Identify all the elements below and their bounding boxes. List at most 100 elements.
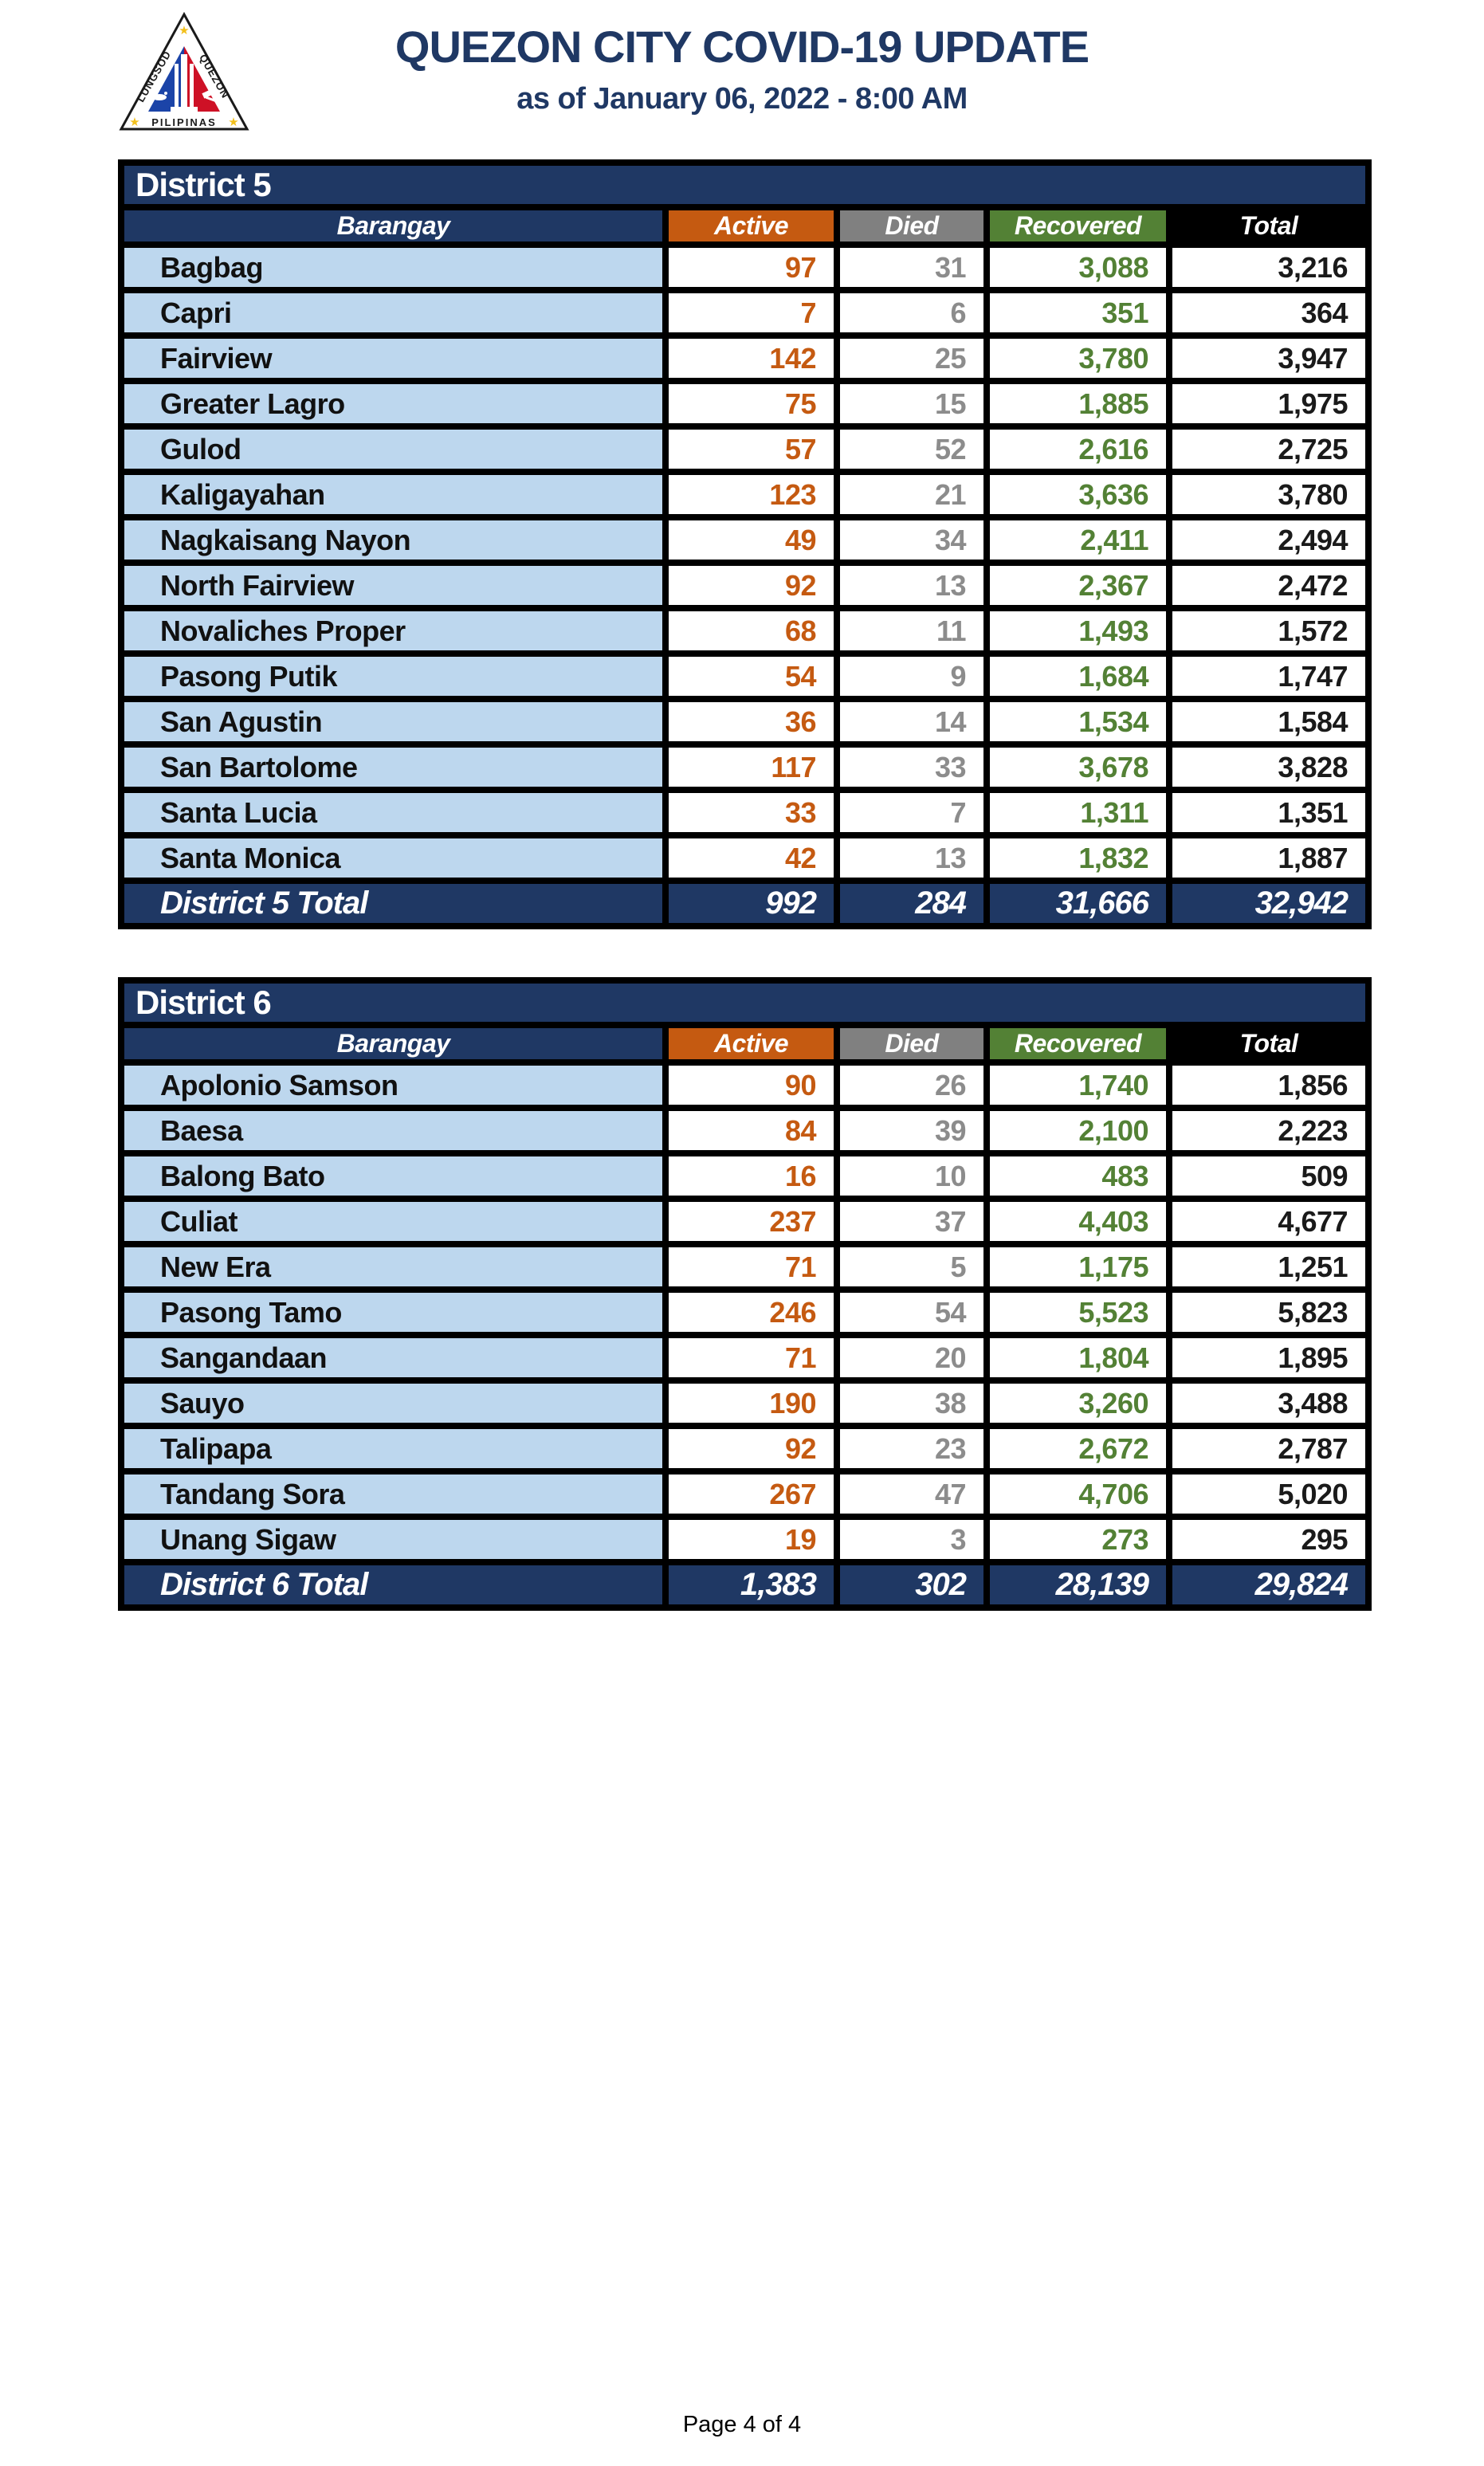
district-total-label: District 6 Total xyxy=(118,1559,669,1611)
barangay-name: Novaliches Proper xyxy=(118,605,669,657)
value-active: 71 xyxy=(662,1332,840,1384)
value-died: 47 xyxy=(834,1468,990,1520)
value-died: 31 xyxy=(834,241,990,293)
barangay-row: New Era 71 5 1,175 1,251 xyxy=(118,1241,1372,1293)
value-total: 364 xyxy=(1165,287,1372,339)
barangay-name: Balong Bato xyxy=(118,1150,669,1202)
value-total: 5,020 xyxy=(1165,1468,1372,1520)
barangay-row: Novaliches Proper 68 11 1,493 1,572 xyxy=(118,605,1372,657)
value-recovered: 2,616 xyxy=(983,423,1172,475)
value-died: 13 xyxy=(834,832,990,884)
value-active: 267 xyxy=(662,1468,840,1520)
value-total: 509 xyxy=(1165,1150,1372,1202)
district-total-died: 284 xyxy=(834,878,990,929)
value-died: 15 xyxy=(834,378,990,430)
value-total: 3,488 xyxy=(1165,1377,1372,1429)
value-died: 54 xyxy=(834,1286,990,1338)
value-recovered: 1,832 xyxy=(983,832,1172,884)
barangay-name: Sauyo xyxy=(118,1377,669,1429)
value-active: 97 xyxy=(662,241,840,293)
seal-star-right-icon: ★ xyxy=(228,116,238,129)
district-total-recovered: 28,139 xyxy=(983,1559,1172,1611)
value-recovered: 1,534 xyxy=(983,696,1172,748)
barangay-row: Tandang Sora 267 47 4,706 5,020 xyxy=(118,1468,1372,1520)
barangay-row: San Agustin 36 14 1,534 1,584 xyxy=(118,696,1372,748)
value-total: 3,780 xyxy=(1165,469,1372,520)
value-active: 142 xyxy=(662,332,840,384)
district-total-active: 992 xyxy=(662,878,840,929)
barangay-name: Pasong Tamo xyxy=(118,1286,669,1338)
value-died: 34 xyxy=(834,514,990,566)
value-died: 39 xyxy=(834,1105,990,1156)
barangay-row: Unang Sigaw 19 3 273 295 xyxy=(118,1514,1372,1565)
page-footer: Page 4 of 4 xyxy=(0,2412,1484,2438)
value-active: 117 xyxy=(662,741,840,793)
barangay-name: North Fairview xyxy=(118,560,669,611)
column-header-row: Barangay Active Died Recovered Total xyxy=(118,1022,1372,1066)
value-active: 75 xyxy=(662,378,840,430)
barangay-row: Sangandaan 71 20 1,804 1,895 xyxy=(118,1332,1372,1384)
value-recovered: 273 xyxy=(983,1514,1172,1565)
value-died: 38 xyxy=(834,1377,990,1429)
barangay-name: Baesa xyxy=(118,1105,669,1156)
district-title: District 5 xyxy=(117,159,1372,210)
barangay-name: New Era xyxy=(118,1241,669,1293)
district-band-row: District 5 xyxy=(117,159,1372,210)
value-active: 54 xyxy=(662,650,840,702)
barangay-name: San Bartolome xyxy=(118,741,669,793)
value-active: 19 xyxy=(662,1514,840,1565)
value-total: 1,887 xyxy=(1165,832,1372,884)
barangay-name: Culiat xyxy=(118,1196,669,1247)
barangay-name: Capri xyxy=(118,287,669,339)
seal-star-left-icon: ★ xyxy=(129,116,139,129)
value-active: 33 xyxy=(662,787,840,838)
barangay-name: Santa Lucia xyxy=(118,787,669,838)
value-total: 1,251 xyxy=(1165,1241,1372,1293)
barangay-name: Nagkaisang Nayon xyxy=(118,514,669,566)
value-active: 16 xyxy=(662,1150,840,1202)
value-total: 1,584 xyxy=(1165,696,1372,748)
barangay-name: Tandang Sora xyxy=(118,1468,669,1520)
barangay-row: North Fairview 92 13 2,367 2,472 xyxy=(118,560,1372,611)
covid-table-district-5: District 5 Barangay Active Died Recovered Tot… xyxy=(117,159,1372,929)
column-header-total: Total xyxy=(1165,1022,1372,1066)
value-total: 295 xyxy=(1165,1514,1372,1565)
value-total: 1,975 xyxy=(1165,378,1372,430)
barangay-name: Talipapa xyxy=(118,1423,669,1474)
value-died: 21 xyxy=(834,469,990,520)
barangay-name: Santa Monica xyxy=(118,832,669,884)
value-active: 42 xyxy=(662,832,840,884)
barangay-row: Greater Lagro 75 15 1,885 1,975 xyxy=(118,378,1372,430)
barangay-row: Culiat 237 37 4,403 4,677 xyxy=(118,1196,1372,1247)
value-recovered: 3,636 xyxy=(983,469,1172,520)
document-subtitle: as of January 06, 2022 - 8:00 AM xyxy=(516,81,968,116)
value-total: 2,223 xyxy=(1165,1105,1372,1156)
barangay-row: Sauyo 190 38 3,260 3,488 xyxy=(118,1377,1372,1429)
column-header-barangay: Barangay xyxy=(118,204,669,248)
value-active: 7 xyxy=(662,287,840,339)
seal-gavel-icon xyxy=(202,88,218,103)
barangay-row: Baesa 84 39 2,100 2,223 xyxy=(118,1105,1372,1156)
barangay-row: Fairview 142 25 3,780 3,947 xyxy=(118,332,1372,384)
barangay-name: Kaligayahan xyxy=(118,469,669,520)
column-header-row: Barangay Active Died Recovered Total xyxy=(118,204,1372,248)
title-block: QUEZON CITY COVID-19 UPDATE as of Januar… xyxy=(0,23,1484,116)
value-total: 1,572 xyxy=(1165,605,1372,657)
column-header-died: Died xyxy=(834,204,990,248)
page-number: Page 4 of 4 xyxy=(682,2412,802,2437)
barangay-row: Santa Lucia 33 7 1,311 1,351 xyxy=(118,787,1372,838)
value-total: 4,677 xyxy=(1165,1196,1372,1247)
value-total: 1,895 xyxy=(1165,1332,1372,1384)
seal-text-pilipinas: PILIPINAS xyxy=(151,116,217,128)
value-recovered: 2,672 xyxy=(983,1423,1172,1474)
value-active: 123 xyxy=(662,469,840,520)
value-active: 92 xyxy=(662,1423,840,1474)
barangay-row: Nagkaisang Nayon 49 34 2,411 2,494 xyxy=(118,514,1372,566)
value-recovered: 3,678 xyxy=(983,741,1172,793)
district-band-row: District 6 xyxy=(117,977,1372,1028)
district-total-total: 29,824 xyxy=(1165,1559,1372,1611)
value-active: 57 xyxy=(662,423,840,475)
value-total: 3,947 xyxy=(1165,332,1372,384)
value-active: 71 xyxy=(662,1241,840,1293)
district-total-active: 1,383 xyxy=(662,1559,840,1611)
